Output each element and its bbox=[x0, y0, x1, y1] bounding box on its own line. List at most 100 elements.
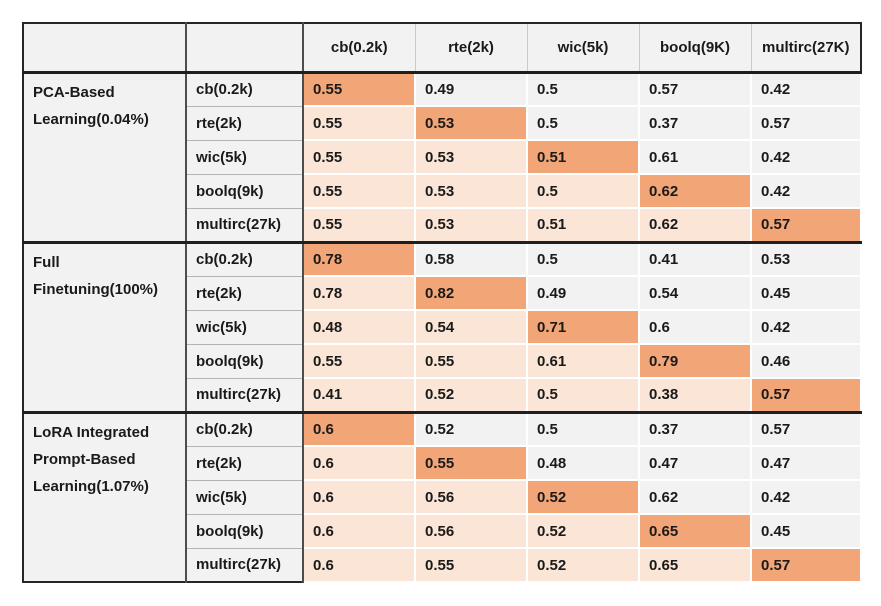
table-row: LoRA Integrated Prompt-Based Learning(1.… bbox=[23, 410, 862, 582]
value-cell: 0.57 bbox=[639, 70, 752, 107]
value-cell: 0.5 bbox=[527, 174, 640, 209]
value-cell: 0.57 bbox=[751, 548, 862, 583]
value-cell: 0.49 bbox=[415, 70, 528, 107]
column-header: cb(0.2k) bbox=[303, 23, 416, 73]
value-cell: 0.56 bbox=[415, 514, 528, 549]
value-cell: 0.41 bbox=[639, 240, 752, 277]
row-label: boolq(9k) bbox=[186, 344, 304, 379]
value-cell: 0.55 bbox=[303, 208, 416, 243]
value-cell: 0.55 bbox=[303, 174, 416, 209]
value-cell: 0.57 bbox=[751, 410, 862, 447]
group-label: LoRA Integrated Prompt-Based Learning(1.… bbox=[23, 410, 187, 582]
value-cell: 0.61 bbox=[527, 344, 640, 379]
value-cell: 0.71 bbox=[527, 310, 640, 345]
value-cell: 0.38 bbox=[639, 378, 752, 413]
value-cell: 0.53 bbox=[415, 106, 528, 141]
table-row: boolq(9k) 0.55 0.55 0.61 0.79 0.46 bbox=[23, 344, 862, 379]
value-cell: 0.6 bbox=[303, 514, 416, 549]
value-cell: 0.65 bbox=[639, 514, 752, 549]
value-cell: 0.55 bbox=[415, 344, 528, 379]
table-row: wic(5k) 0.55 0.53 0.51 0.61 0.42 bbox=[23, 140, 862, 175]
value-cell: 0.52 bbox=[415, 410, 528, 447]
row-label: multirc(27k) bbox=[186, 208, 304, 243]
column-header: rte(2k) bbox=[415, 23, 528, 73]
column-header: boolq(9K) bbox=[639, 23, 752, 73]
value-cell: 0.51 bbox=[527, 208, 640, 243]
table-row: Full Finetuning(100%) cb(0.2k) 0.78 0.58 0.5… bbox=[23, 240, 862, 412]
row-label: rte(2k) bbox=[186, 106, 304, 141]
value-cell: 0.42 bbox=[751, 140, 862, 175]
value-cell: 0.45 bbox=[751, 514, 862, 549]
value-cell: 0.52 bbox=[527, 514, 640, 549]
table-row: wic(5k) 0.48 0.54 0.71 0.6 0.42 bbox=[23, 310, 862, 345]
column-header: multirc(27K) bbox=[751, 23, 861, 73]
value-cell: 0.5 bbox=[527, 106, 640, 141]
value-cell: 0.52 bbox=[527, 480, 640, 515]
value-cell: 0.45 bbox=[751, 276, 862, 311]
table-row: boolq(9k) 0.55 0.53 0.5 0.62 0.42 bbox=[23, 174, 862, 209]
value-cell: 0.56 bbox=[415, 480, 528, 515]
value-cell: 0.6 bbox=[639, 310, 752, 345]
row-label: wic(5k) bbox=[186, 140, 304, 175]
value-cell: 0.55 bbox=[303, 140, 416, 175]
value-cell: 0.48 bbox=[303, 310, 416, 345]
row-label: cb(0.2k) bbox=[186, 240, 304, 277]
value-cell: 0.41 bbox=[303, 378, 416, 413]
header-row: cb(0.2k) rte(2k) wic(5k) boolq(9K) multirc(2… bbox=[23, 23, 861, 73]
value-cell: 0.54 bbox=[639, 276, 752, 311]
value-cell: 0.37 bbox=[639, 106, 752, 141]
value-cell: 0.58 bbox=[415, 240, 528, 277]
value-cell: 0.54 bbox=[415, 310, 528, 345]
value-cell: 0.53 bbox=[415, 174, 528, 209]
value-cell: 0.65 bbox=[639, 548, 752, 583]
value-cell: 0.55 bbox=[303, 70, 416, 107]
value-cell: 0.57 bbox=[751, 106, 862, 141]
value-cell: 0.47 bbox=[751, 446, 862, 481]
value-cell: 0.42 bbox=[751, 480, 862, 515]
row-label: multirc(27k) bbox=[186, 378, 304, 413]
value-cell: 0.6 bbox=[303, 446, 416, 481]
table-row: PCA-Based Learning(0.04%) cb(0.2k) 0.55 0.4… bbox=[23, 70, 862, 242]
value-cell: 0.52 bbox=[527, 548, 640, 583]
value-cell: 0.53 bbox=[415, 208, 528, 243]
value-cell: 0.55 bbox=[303, 106, 416, 141]
table-row: wic(5k) 0.6 0.56 0.52 0.62 0.42 bbox=[23, 480, 862, 515]
value-cell: 0.42 bbox=[751, 310, 862, 345]
value-cell: 0.37 bbox=[639, 410, 752, 447]
value-cell: 0.6 bbox=[303, 410, 416, 447]
value-cell: 0.51 bbox=[527, 140, 640, 175]
value-cell: 0.82 bbox=[415, 276, 528, 311]
value-cell: 0.53 bbox=[415, 140, 528, 175]
row-label: rte(2k) bbox=[186, 276, 304, 311]
value-cell: 0.6 bbox=[303, 480, 416, 515]
value-cell: 0.5 bbox=[527, 378, 640, 413]
value-cell: 0.42 bbox=[751, 70, 862, 107]
value-cell: 0.55 bbox=[415, 548, 528, 583]
row-label: cb(0.2k) bbox=[186, 410, 304, 447]
corner-cell-group bbox=[23, 23, 187, 73]
table-row: rte(2k) 0.6 0.55 0.48 0.47 0.47 bbox=[23, 446, 862, 481]
value-cell: 0.48 bbox=[527, 446, 640, 481]
row-label: cb(0.2k) bbox=[186, 70, 304, 107]
table-body: PCA-Based Learning(0.04%) cb(0.2k) 0.55 0.4… bbox=[23, 70, 862, 583]
table-row: multirc(27k) 0.55 0.53 0.51 0.62 0.57 bbox=[23, 208, 862, 243]
value-cell: 0.78 bbox=[303, 240, 416, 277]
table-row: rte(2k) 0.78 0.82 0.49 0.54 0.45 bbox=[23, 276, 862, 311]
value-cell: 0.79 bbox=[639, 344, 752, 379]
value-cell: 0.49 bbox=[527, 276, 640, 311]
group-label: PCA-Based Learning(0.04%) bbox=[23, 70, 187, 242]
value-cell: 0.55 bbox=[415, 446, 528, 481]
row-label: rte(2k) bbox=[186, 446, 304, 481]
row-label: wic(5k) bbox=[186, 310, 304, 345]
value-cell: 0.78 bbox=[303, 276, 416, 311]
value-cell: 0.62 bbox=[639, 480, 752, 515]
group-label: Full Finetuning(100%) bbox=[23, 240, 187, 412]
table-row: multirc(27k) 0.6 0.55 0.52 0.65 0.57 bbox=[23, 548, 862, 583]
value-cell: 0.61 bbox=[639, 140, 752, 175]
value-cell: 0.55 bbox=[303, 344, 416, 379]
value-cell: 0.6 bbox=[303, 548, 416, 583]
table-row: boolq(9k) 0.6 0.56 0.52 0.65 0.45 bbox=[23, 514, 862, 549]
table-row: multirc(27k) 0.41 0.52 0.5 0.38 0.57 bbox=[23, 378, 862, 413]
value-cell: 0.53 bbox=[751, 240, 862, 277]
